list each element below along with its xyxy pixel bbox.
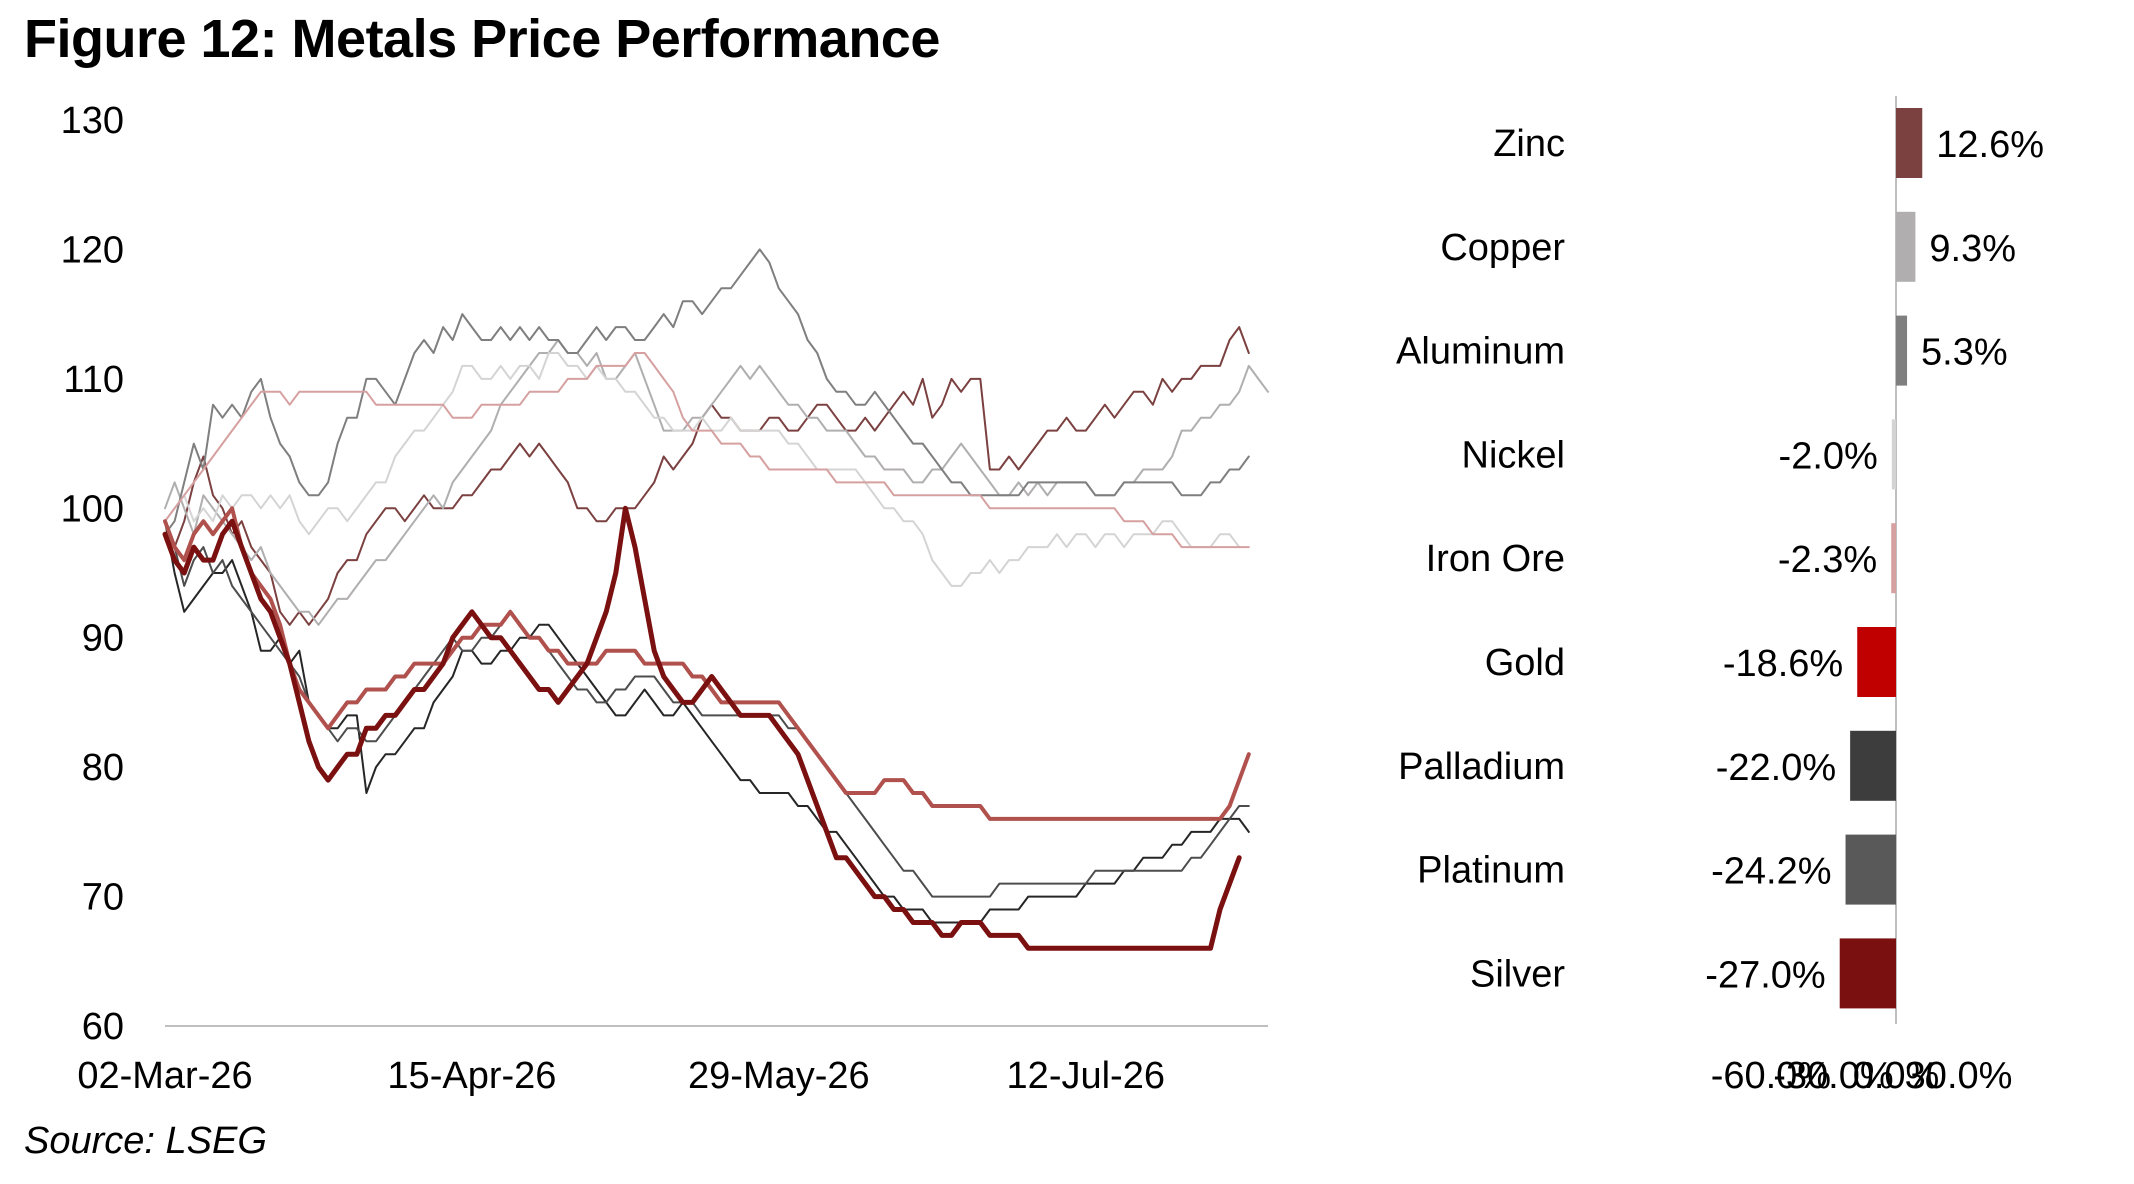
series-line-6 xyxy=(164,520,1250,924)
x-tick-label: 29-May-26 xyxy=(688,1055,870,1097)
data-label: -22.0% xyxy=(1716,747,1836,789)
y-tick-label: 90 xyxy=(82,618,124,660)
series-line-7 xyxy=(164,533,1250,898)
x-tick-label: 12-Jul-26 xyxy=(1007,1055,1165,1097)
data-label: 9.3% xyxy=(1929,228,2016,270)
y-tick-label: 80 xyxy=(82,747,124,789)
y-tick-label: 110 xyxy=(63,359,124,401)
bar xyxy=(1839,938,1896,1009)
y-tick-label: 60 xyxy=(82,1006,124,1048)
series-line-4 xyxy=(164,352,1241,587)
bar xyxy=(1891,419,1896,490)
category-label: Palladium xyxy=(1398,746,1565,788)
x-tick-label: 0.0% xyxy=(1853,1055,1940,1097)
category-label: Aluminum xyxy=(1396,331,1565,373)
y-tick-label: 70 xyxy=(82,877,124,919)
source-note: Source: LSEG xyxy=(24,1120,267,1162)
bar xyxy=(1850,730,1896,801)
y-tick-label: 120 xyxy=(61,229,124,271)
line-chart: 60 70 80 90 100 110 120 130 02-Mar-26 15-Apr-26 29… xyxy=(61,100,1269,1097)
data-label: -2.3% xyxy=(1778,539,1877,581)
bar xyxy=(1896,211,1916,282)
category-label: Zinc xyxy=(1493,123,1565,165)
data-label: -2.0% xyxy=(1779,435,1878,477)
x-tick-label: 15-Apr-26 xyxy=(387,1055,556,1097)
series-line-5 xyxy=(164,352,1250,549)
y-tick-label: 130 xyxy=(61,100,124,142)
series-line-9 xyxy=(162,505,1242,951)
x-tick-label: -30.0% xyxy=(1773,1055,1893,1097)
bar xyxy=(1891,523,1896,594)
series-line-3 xyxy=(164,248,1250,536)
bar xyxy=(1857,627,1896,697)
bar xyxy=(1896,108,1923,178)
figure-title: Figure 12: Metals Price Performance xyxy=(24,9,940,69)
data-label: -27.0% xyxy=(1705,954,1825,996)
category-label: Platinum xyxy=(1417,850,1565,892)
y-tick-label: 100 xyxy=(61,488,124,530)
category-label: Gold xyxy=(1485,642,1565,684)
data-label: -24.2% xyxy=(1711,851,1831,893)
bar xyxy=(1896,315,1908,386)
category-label: Silver xyxy=(1470,953,1565,995)
bar-chart: Zinc 12.6% Copper 9.3% Aluminum 5.3% Nickel -2.… xyxy=(1396,96,2044,1097)
data-label: 12.6% xyxy=(1936,124,2044,166)
data-label: -18.6% xyxy=(1723,643,1843,685)
data-label: 5.3% xyxy=(1921,332,2008,374)
category-label: Iron Ore xyxy=(1426,538,1565,580)
x-tick-label: -60.0% xyxy=(1711,1055,1831,1097)
category-label: Copper xyxy=(1440,227,1565,269)
bar xyxy=(1845,834,1896,905)
category-label: Nickel xyxy=(1462,434,1565,476)
x-tick-label: 30.0% xyxy=(1905,1055,2013,1097)
x-tick-label: 02-Mar-26 xyxy=(77,1055,252,1097)
